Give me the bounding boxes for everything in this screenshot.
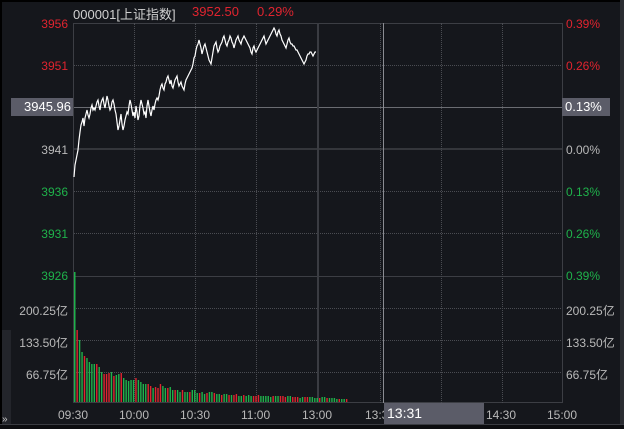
time-tick-1430: 14:30 xyxy=(486,408,517,422)
grid-v-1000 xyxy=(134,23,135,403)
rvolume-tick-200: 200.25亿 xyxy=(566,304,615,318)
volume-tick-133: 133.50亿 xyxy=(19,336,68,350)
time-tick-1100: 11:00 xyxy=(241,408,271,422)
volume-bars xyxy=(74,272,348,402)
rvolume-tick-133: 133.50亿 xyxy=(566,336,615,350)
time-tick-0930: 09:30 xyxy=(58,408,89,422)
pct-tick-down-039: 0.39% xyxy=(566,269,601,283)
midday-break-line xyxy=(317,23,319,403)
right-scrollbar[interactable] xyxy=(620,0,624,429)
crosshair-vertical xyxy=(383,23,384,403)
crosshair-price-label: 3945.96 xyxy=(11,98,73,116)
pct-tick-down-026: 0.26% xyxy=(566,227,601,241)
price-tick-3926: 3926 xyxy=(41,269,68,283)
index-name: 000001[上证指数] xyxy=(73,7,176,22)
volume-tick-66: 66.75亿 xyxy=(25,368,68,382)
grid-v-1400 xyxy=(441,23,442,403)
current-price: 3952.50 xyxy=(192,4,239,19)
rvolume-tick-66: 66.75亿 xyxy=(566,368,609,382)
side-panel-handle[interactable] xyxy=(2,330,11,424)
price-tick-3941: 3941 xyxy=(41,143,68,157)
time-tick-1000: 10:00 xyxy=(119,408,150,422)
time-tick-1300: 13:00 xyxy=(302,408,333,422)
pct-tick-down-013: 0.13% xyxy=(566,185,601,199)
expand-panel-icon[interactable]: » xyxy=(2,414,8,425)
bottom-border xyxy=(0,424,624,429)
chart-right-axis xyxy=(562,23,563,403)
grid-v-1100 xyxy=(256,23,257,403)
chart-left-axis xyxy=(73,23,74,403)
price-tick-3956: 3956 xyxy=(41,17,68,31)
pct-tick-up-026: 0.26% xyxy=(566,59,601,73)
time-tick-1500: 15:00 xyxy=(547,408,578,422)
price-tick-3951: 3951 xyxy=(41,59,68,73)
crosshair-time-label: 13:31 xyxy=(384,403,484,424)
grid-v-1330 xyxy=(380,23,381,403)
crosshair-pct-label: 0.13% xyxy=(562,98,610,116)
price-line xyxy=(73,26,316,178)
volume-tick-200: 200.25亿 xyxy=(19,304,68,318)
time-tick-1030: 10:30 xyxy=(180,408,211,422)
time-tick-1330: 13:3 xyxy=(365,408,389,422)
pct-tick-up-039: 0.39% xyxy=(566,17,601,31)
price-tick-3936: 3936 xyxy=(41,185,68,199)
grid-v-1030 xyxy=(195,23,196,403)
price-tick-3931: 3931 xyxy=(41,227,68,241)
pct-tick-zero: 0.00% xyxy=(566,143,601,157)
left-border xyxy=(0,0,2,429)
top-border xyxy=(0,0,624,2)
grid-v-1430 xyxy=(502,23,503,403)
change-percent: 0.29% xyxy=(257,4,294,19)
